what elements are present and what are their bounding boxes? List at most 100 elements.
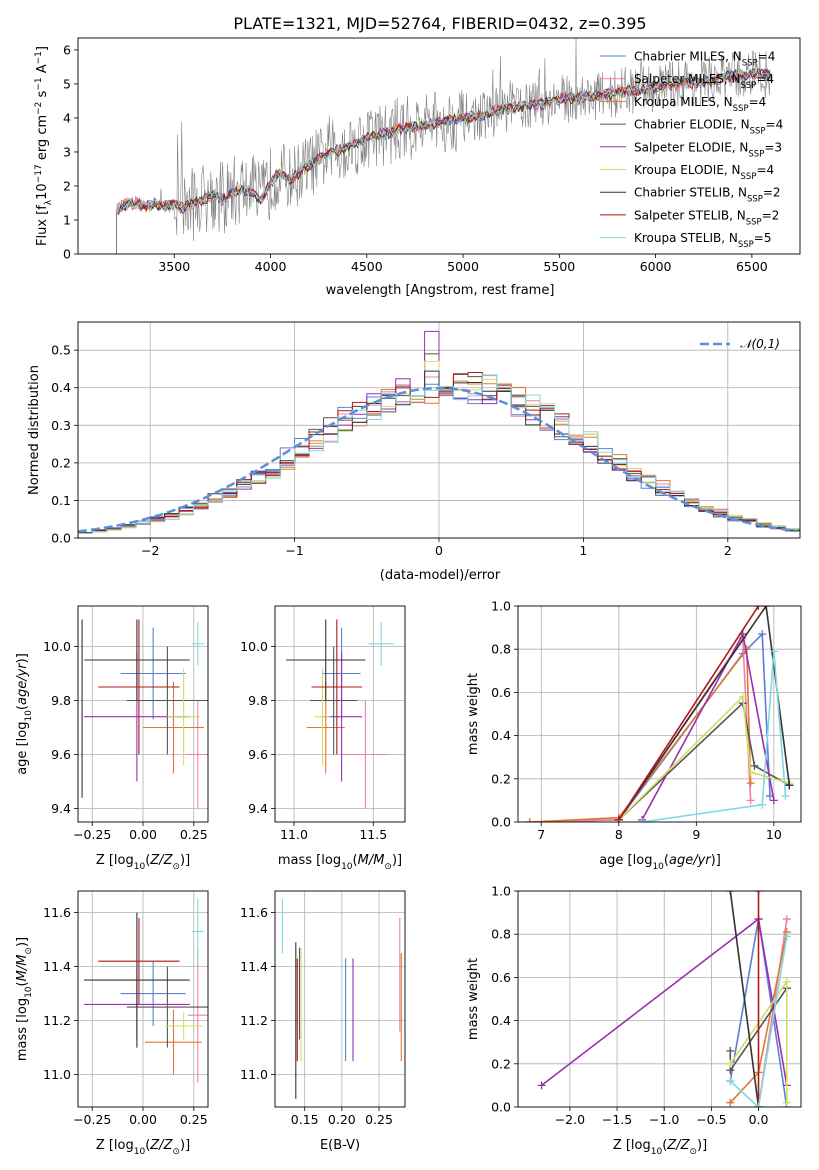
legend-label-sub: SSP — [738, 240, 754, 250]
y-tick-label: 0 — [63, 247, 71, 262]
y-tick-label: 9.4 — [51, 801, 71, 816]
series-line — [618, 694, 790, 821]
legend-label-tail: =4 — [749, 95, 767, 109]
mass-vs-z-xlabel-part: 10 — [134, 1147, 146, 1157]
mw-vs-age-xlabel-part: age [log — [599, 853, 652, 868]
axes-spectrum: 3500 4000 4500 5000 5500 6000 6500 0 1 2 3 4 5 6 wavel… — [34, 37, 801, 298]
x-tick-label: 0.25 — [180, 827, 208, 842]
errorbar-salpeter-stelib — [98, 918, 180, 1005]
series-marker — [525, 818, 534, 822]
model-line-salpeter-elodie — [118, 69, 771, 215]
mw-vs-z-xlabel-part: Z/Z — [666, 1138, 690, 1153]
mass-vs-z-ylabel-part: mass [log — [15, 998, 30, 1061]
series-salpeter-stelib — [614, 606, 763, 822]
x-tick-label: 10 — [766, 827, 782, 842]
spectrum-ylabel-part: A — [35, 64, 50, 77]
age-vs-mass-xlabel-part: ( — [353, 853, 358, 868]
age-vs-z-ylabel: age [log10(age/yr)] — [15, 653, 34, 775]
spectrum-ylabel: Flux [fλ10−17 erg cm−2 s−1 A−1] — [34, 46, 54, 246]
y-tick-label: 10.0 — [240, 639, 268, 654]
errorbar-kroupa-elodie — [314, 668, 331, 766]
series-line — [641, 651, 787, 822]
y-tick-label: 2 — [63, 178, 71, 193]
errorbar-kroupa-elodie — [167, 668, 200, 766]
mass-vs-z-xlabel-part: ⊙ — [172, 1147, 180, 1157]
legend-label-sub: SSP — [750, 127, 766, 137]
spectrum-ylabel-part: λ — [44, 199, 54, 205]
legend-label-kroupa-elodie: Kroupa ELODIE, NSSP=4 — [634, 163, 774, 182]
spectrum-ylabel-part: ] — [35, 46, 50, 51]
y-tick-label: 9.8 — [51, 693, 71, 708]
series-marker — [726, 1059, 735, 1068]
age-vs-z-xlabel-part: Z/Z — [149, 853, 173, 868]
y-tick-label: 0.2 — [491, 1056, 511, 1071]
mass-vs-z-ylabel: mass [log10(M/M⊙)] — [15, 937, 34, 1061]
legend-label-chabrier-miles: Chabrier MILES, NSSP=4 — [634, 50, 775, 69]
axes-frame — [517, 890, 802, 1108]
spectrum-ylabel-part: 10 — [35, 183, 50, 200]
axes-mass_weight_vs_Z: −2.0 −1.5 −1.0 −0.5 0.0 0.0 0.2 0.4 0.6 0.8 1.0 Z [… — [466, 884, 802, 1157]
legend-label-main: Chabrier MILES, N — [634, 50, 742, 64]
y-tick-label: 9.6 — [51, 747, 71, 762]
legend-label-sub: SSP — [742, 59, 758, 69]
age-vs-z-ylabel-part: 10 — [24, 710, 34, 722]
mass-vs-z-ylabel-part: 10 — [24, 986, 34, 998]
series-marker — [754, 891, 763, 895]
plot-area — [286, 619, 394, 809]
x-tick-label: −1.0 — [649, 1112, 679, 1127]
axes-mass_vs_EBV: 0.15 0.20 0.25 11.0 11.2 11.4 11.6 E(B-V) — [240, 890, 406, 1153]
series-marker — [754, 1103, 763, 1107]
spectrum-ylabel-part: Flux [f — [35, 205, 50, 246]
errorbar-kroupa-miles — [145, 1009, 202, 1075]
y-tick-label: 0.6 — [491, 970, 511, 985]
x-tick-label: 4000 — [255, 259, 287, 274]
y-tick-label: 10.0 — [43, 639, 71, 654]
x-tick-label: −1 — [285, 543, 303, 558]
series-marker — [746, 779, 755, 788]
plot-area — [116, 38, 772, 254]
series-kroupa-stelib — [726, 932, 791, 1107]
y-tick-label: 11.0 — [43, 1067, 71, 1082]
age-vs-z-xlabel-part: )] — [180, 853, 190, 868]
axes-frame — [77, 37, 801, 255]
y-tick-label: 11.4 — [240, 959, 268, 974]
mw-vs-z-xlabel-part: Z [log — [613, 1138, 651, 1153]
y-tick-label: 1 — [63, 212, 71, 227]
legend-label-main: Kroupa MILES, N — [634, 95, 733, 109]
mw-vs-z-xlabel-part: ⊙ — [689, 1147, 697, 1157]
legend-label-salpeter-miles: Salpeter MILES, NSSP=4 — [634, 72, 774, 91]
x-tick-label: 0.00 — [129, 1112, 157, 1127]
mw-vs-age-xlabel-part: 10 — [652, 862, 664, 872]
axes-frame — [274, 605, 406, 823]
y-tick-label: 9.8 — [248, 693, 268, 708]
series-marker — [614, 815, 623, 822]
y-tick-label: 0.8 — [491, 642, 511, 657]
legend-label-tail: =2 — [763, 186, 781, 200]
y-tick-label: 9.6 — [248, 747, 268, 762]
series-marker — [769, 796, 778, 805]
legend-label-sub: SSP — [748, 149, 764, 159]
age-vs-mass-xlabel-part: mass [log — [278, 853, 341, 868]
legend-label-tail: =5 — [754, 231, 772, 245]
series-marker — [750, 761, 759, 770]
plot-area — [525, 606, 794, 822]
x-tick-label: 0.25 — [365, 1112, 393, 1127]
y-tick-label: 9.4 — [248, 801, 268, 816]
errorbar-salpeter-stelib — [98, 619, 180, 755]
x-tick-label: −0.25 — [73, 1112, 111, 1127]
mass-vs-z-ylabel-part: )] — [15, 937, 30, 947]
legend-label-main: Chabrier ELODIE, N — [634, 118, 750, 132]
errorbar-salpeter-miles — [185, 700, 208, 809]
mass-vs-z-xlabel-part: Z [log — [96, 1138, 134, 1153]
age-vs-mass-xlabel-part: ⊙ — [384, 862, 392, 872]
histogram-kroupa-stelib — [78, 374, 800, 538]
series-marker — [769, 647, 778, 656]
axes-residuals: −2 −1 0 1 2 0.0 0.1 0.2 0.3 0.4 0.5 (data-model)/er… — [27, 321, 801, 583]
y-tick-label: 0.3 — [51, 418, 71, 433]
legend-label-kroupa-miles: Kroupa MILES, NSSP=4 — [634, 95, 766, 114]
y-tick-label: 0.6 — [491, 685, 511, 700]
series-marker — [746, 796, 755, 805]
x-tick-label: 9 — [692, 827, 700, 842]
figure-title: PLATE=1321, MJD=52764, FIBERID=0432, z=0… — [233, 14, 646, 33]
x-tick-label: 11.0 — [280, 827, 308, 842]
